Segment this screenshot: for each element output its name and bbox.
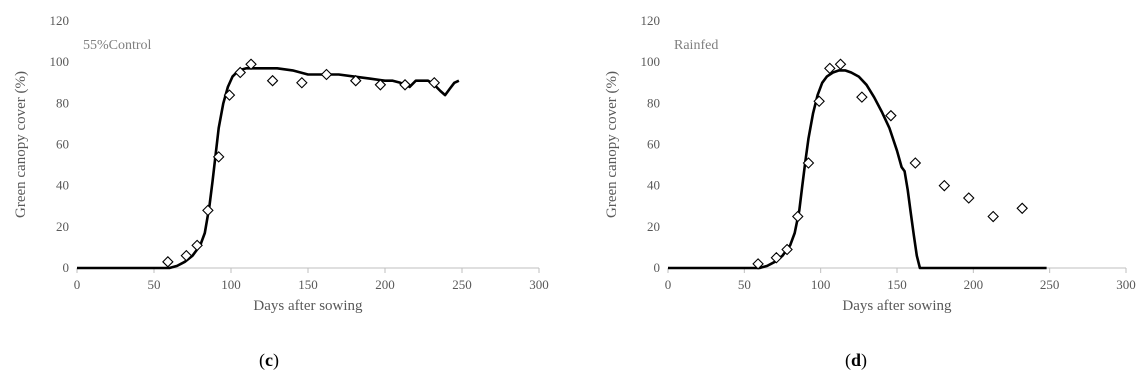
caption-d: (d) [845, 350, 868, 370]
observed-point [770, 251, 783, 264]
y-tick-label: 60 [56, 137, 69, 152]
caption-c: (c) [259, 350, 279, 370]
y-tick-label: 100 [50, 54, 70, 69]
observed-point [909, 157, 922, 169]
inset-label: Rainfed [674, 38, 718, 53]
observed-point [752, 258, 764, 270]
y-tick-label: 120 [50, 13, 70, 28]
x-tick-label: 100 [221, 277, 241, 292]
chart-c-svg: 0 20 40 60 80 100 120 0 50 100 150 200 250 300 Days af… [13, 13, 549, 314]
x-tick-label: 200 [375, 277, 395, 292]
x-tick-label: 200 [964, 277, 984, 292]
observed-point [162, 256, 174, 268]
y-tick-label: 40 [647, 178, 660, 193]
simulated-line [77, 67, 460, 270]
observed-point [399, 79, 411, 91]
observed-point [1016, 202, 1028, 215]
x-tick-label: 250 [1040, 277, 1060, 292]
observed-point [813, 95, 825, 108]
x-tick-label: 50 [738, 277, 751, 292]
observed-point [212, 151, 225, 163]
observed-point [781, 243, 793, 256]
observed-point [938, 179, 951, 192]
caption-d-letter: d [851, 350, 862, 370]
x-tick-label: 50 [148, 277, 161, 292]
x-axis-title: Days after sowing [842, 298, 952, 314]
observed-point [202, 204, 214, 217]
x-tick-label: 150 [887, 277, 907, 292]
observed-point [962, 192, 975, 204]
x-tick-label: 100 [811, 277, 831, 292]
y-tick-label: 60 [647, 137, 660, 152]
x-tick-label: 0 [74, 277, 81, 292]
observed-point [191, 239, 203, 252]
y-tick-label: 0 [63, 260, 70, 275]
chart-d-svg: 0 20 40 60 80 100 120 0 50 100 150 200 250 300 Days af… [604, 13, 1136, 314]
x-tick-label: 250 [452, 277, 472, 292]
observed-point [791, 210, 804, 223]
observed-point [856, 91, 868, 103]
inset-label: 55%Control [83, 38, 152, 53]
observed-point [802, 157, 815, 169]
observed-point [223, 89, 236, 101]
observed-point [885, 109, 897, 122]
observed-point [374, 79, 387, 91]
x-tick-label: 300 [529, 277, 549, 292]
y-axis-title: Green canopy cover (%) [604, 71, 620, 218]
y-tick-label: 100 [641, 54, 661, 69]
y-tick-label: 80 [56, 95, 69, 110]
observed-point [320, 68, 333, 81]
observed-point [987, 210, 999, 223]
y-axis-title: Green canopy cover (%) [13, 71, 29, 218]
simulated-line [668, 69, 1047, 270]
observed-point [266, 74, 279, 87]
y-tick-label: 120 [641, 13, 661, 28]
x-tick-label: 150 [298, 277, 318, 292]
caption-c-letter: c [265, 350, 273, 370]
y-tick-label: 20 [56, 219, 69, 234]
observed-point [834, 58, 847, 71]
chart-panel-d: 0 20 40 60 80 100 120 0 50 100 150 200 250 300 Days af… [586, 0, 1141, 383]
x-tick-label: 300 [1116, 277, 1136, 292]
observed-point [349, 74, 362, 87]
observed-point [296, 76, 308, 89]
observed-point [180, 249, 193, 262]
y-tick-label: 0 [654, 260, 661, 275]
y-tick-label: 20 [647, 219, 660, 234]
y-tick-label: 40 [56, 178, 69, 193]
x-axis-title: Days after sowing [253, 298, 363, 314]
y-tick-label: 80 [647, 95, 660, 110]
observed-point [428, 76, 441, 89]
chart-panel-c: 0 20 40 60 80 100 120 0 50 100 150 200 250 300 Days af… [0, 0, 560, 383]
x-tick-label: 0 [665, 277, 672, 292]
observed-point [824, 62, 836, 75]
observed-point [234, 66, 247, 79]
observed-point [245, 58, 257, 71]
